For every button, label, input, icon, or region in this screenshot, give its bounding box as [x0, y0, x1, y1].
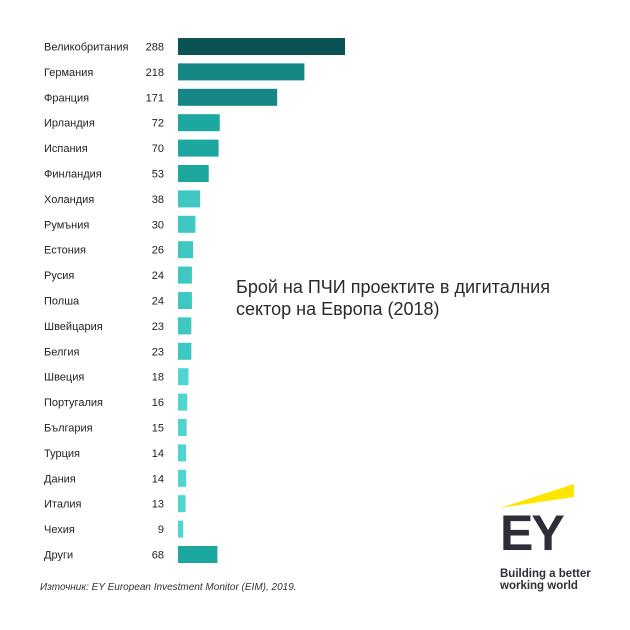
category-label: Чехия: [44, 524, 75, 536]
ey-beam-icon: [500, 484, 574, 508]
bar: [178, 292, 192, 309]
value-label: 18: [152, 372, 164, 384]
chart-title: Брой на ПЧИ проектите в дигиталния секто…: [236, 277, 550, 319]
bar: [178, 165, 209, 182]
value-label: 72: [152, 118, 164, 130]
category-label: Други: [44, 550, 73, 562]
value-label: 53: [152, 169, 164, 181]
ey-logo-letters: EY: [500, 505, 565, 561]
category-label: Естония: [44, 245, 86, 257]
value-label: 24: [152, 270, 164, 282]
bar: [178, 139, 219, 157]
category-label: Белгия: [44, 346, 80, 358]
category-label: Полша: [44, 296, 80, 308]
category-label: Швейцария: [44, 321, 103, 333]
category-label: Испания: [44, 143, 88, 155]
bar: [178, 114, 220, 132]
value-label: 68: [152, 550, 164, 562]
value-label: 23: [152, 321, 164, 333]
value-label: 171: [146, 92, 164, 104]
bar: [178, 63, 305, 81]
ey-tagline-line2: working world: [500, 580, 578, 592]
bar: [178, 520, 184, 538]
value-label: 70: [152, 143, 164, 155]
category-label: Германия: [44, 67, 93, 79]
bar: [178, 241, 194, 259]
category-label: Турция: [44, 448, 80, 460]
category-label: Холандия: [44, 194, 94, 206]
bar: [178, 38, 345, 55]
bar: [178, 393, 188, 411]
value-label: 288: [146, 42, 164, 54]
value-label: 30: [152, 219, 164, 231]
ey-tagline: Building a better working world: [500, 568, 591, 592]
bar: [178, 444, 187, 462]
category-label: Русия: [44, 270, 74, 282]
bar: [178, 546, 218, 563]
category-label: Португалия: [44, 397, 103, 409]
bar: [178, 419, 187, 436]
value-label: 14: [152, 473, 164, 485]
category-label: България: [44, 423, 93, 435]
bar: [178, 215, 196, 233]
category-label: Великобритания: [44, 42, 129, 54]
value-label: 24: [152, 296, 164, 308]
category-label: Дания: [44, 473, 76, 485]
bar: [178, 469, 187, 487]
bar: [178, 342, 192, 360]
value-label: 26: [152, 245, 164, 257]
bars-layer: Великобритания 288 Германия 218 Франция 171 Ир…: [44, 38, 345, 563]
category-label: Франция: [44, 92, 89, 104]
value-label: 15: [152, 423, 164, 435]
ey-logo: EY Building a better working world: [496, 484, 596, 594]
category-label: Швеция: [44, 372, 84, 384]
category-label: Финландия: [44, 169, 102, 181]
value-label: 9: [158, 524, 164, 536]
bar: [178, 266, 192, 284]
bar: [178, 368, 189, 386]
value-label: 38: [152, 194, 164, 206]
value-label: 14: [152, 448, 164, 460]
value-label: 13: [152, 499, 164, 511]
bar: [178, 317, 192, 335]
source-note: Източник: EY European Investment Monitor…: [40, 582, 297, 593]
bar: [178, 495, 186, 513]
ey-tagline-line1: Building a better: [500, 568, 591, 580]
category-label: Италия: [44, 499, 82, 511]
bar: [178, 88, 278, 106]
value-label: 218: [146, 67, 164, 79]
category-label: Румъния: [44, 219, 89, 231]
value-label: 23: [152, 346, 164, 358]
category-label: Ирландия: [44, 118, 95, 130]
bar: [178, 190, 201, 208]
value-label: 16: [152, 397, 164, 409]
